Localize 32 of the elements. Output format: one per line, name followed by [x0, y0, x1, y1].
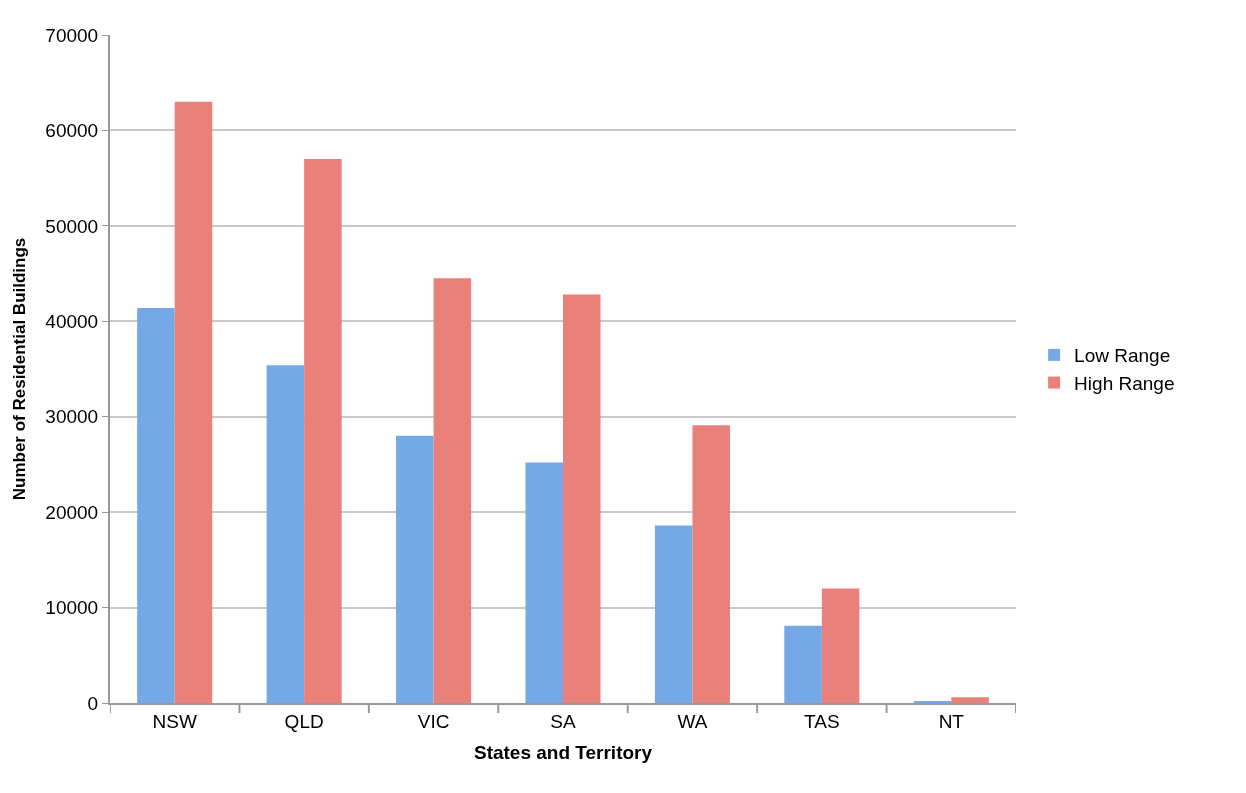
y-tick-label: 60000: [45, 120, 99, 142]
bar: [821, 588, 860, 703]
y-axis-title: Number of Residential Buildings: [10, 237, 30, 501]
bar: [174, 101, 213, 703]
bar: [692, 425, 730, 703]
bar: [951, 697, 989, 703]
y-tick-label: 40000: [45, 310, 99, 332]
bar: [433, 278, 472, 703]
x-tick-label: NSW: [152, 710, 197, 732]
bar: [304, 159, 342, 703]
x-axis-title: States and Territory: [473, 742, 653, 764]
bar: [396, 435, 434, 703]
x-tick-label: NT: [938, 710, 965, 732]
legend-label: Low Range: [1074, 345, 1171, 367]
bar: [563, 294, 601, 703]
x-tick-label: TAS: [804, 710, 840, 732]
x-tick-label: SA: [550, 710, 576, 732]
bar: [137, 307, 175, 703]
y-tick-label: 10000: [45, 597, 99, 619]
bar: [266, 365, 305, 703]
x-tick-label: WA: [677, 710, 708, 732]
bar: [784, 625, 822, 703]
bar: [654, 525, 693, 703]
y-tick-label: 0: [87, 692, 99, 714]
y-tick-label: 50000: [45, 215, 99, 237]
x-tick-label: QLD: [284, 710, 324, 732]
legend-label: High Range: [1074, 372, 1175, 394]
x-tick-label: VIC: [417, 710, 450, 732]
y-tick-label: 30000: [45, 406, 99, 428]
y-tick-label: 70000: [45, 24, 99, 46]
y-tick-label: 20000: [45, 501, 99, 523]
bar: [525, 462, 563, 703]
